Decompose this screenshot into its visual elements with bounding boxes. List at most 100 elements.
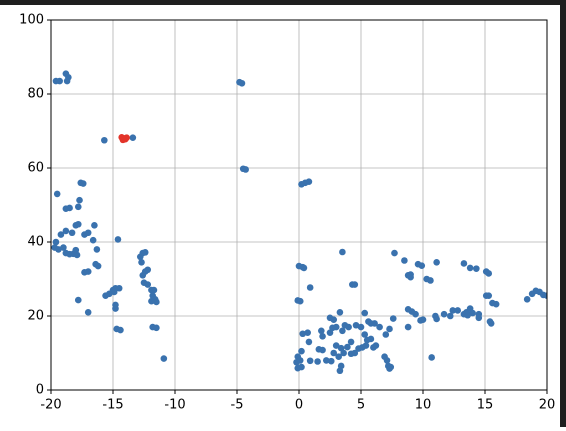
point (523, 296, 531, 303)
point (63, 77, 71, 85)
y-tick-label: 60 (27, 161, 44, 176)
point (296, 297, 304, 305)
point (139, 272, 147, 279)
y-tick-label: 0 (36, 383, 44, 398)
point (492, 300, 500, 308)
point (76, 196, 83, 204)
point (355, 345, 362, 352)
point (427, 277, 434, 284)
point (412, 310, 419, 318)
point (351, 281, 359, 288)
point (84, 309, 92, 316)
point (56, 77, 63, 85)
point (543, 292, 547, 299)
point (60, 244, 67, 251)
point (330, 349, 338, 357)
point (382, 331, 390, 338)
point (361, 309, 369, 317)
y-tick-label: 20 (27, 309, 44, 324)
point (101, 136, 108, 144)
grid (50, 19, 548, 391)
point (57, 231, 65, 238)
x-tick-label: 10 (415, 398, 432, 413)
point (387, 363, 395, 371)
point (407, 273, 414, 281)
point (115, 284, 123, 292)
point (84, 268, 92, 275)
point (485, 292, 493, 299)
point (454, 307, 462, 314)
point (306, 357, 314, 365)
point (150, 286, 158, 294)
point (117, 326, 124, 334)
point (160, 355, 168, 362)
point (144, 281, 152, 288)
point (74, 296, 82, 304)
point (52, 238, 60, 246)
point (93, 246, 101, 253)
point (305, 178, 313, 185)
point (370, 344, 377, 351)
point (326, 329, 334, 336)
x-tick-label: 20 (539, 398, 556, 413)
point (112, 305, 119, 312)
point (361, 331, 369, 338)
point (345, 323, 352, 331)
point (473, 265, 480, 272)
y-tick-label: 80 (27, 87, 44, 102)
point (300, 264, 308, 272)
point (74, 203, 82, 211)
point (319, 346, 326, 354)
window-border (0, 0, 566, 5)
point (336, 309, 344, 316)
point (357, 323, 365, 331)
point (386, 325, 393, 333)
point (391, 249, 398, 257)
point (335, 353, 342, 361)
point (485, 270, 493, 277)
point (299, 330, 307, 338)
marks (51, 70, 547, 375)
x-tick-label: -10 (164, 398, 185, 413)
point (383, 357, 391, 364)
point (440, 310, 448, 318)
y-tick-label: 40 (27, 235, 44, 250)
point (433, 259, 440, 266)
point (319, 333, 326, 340)
point (305, 338, 313, 346)
point (344, 343, 351, 351)
point (242, 166, 249, 173)
point (322, 357, 330, 364)
x-tick-label: -5 (231, 398, 244, 413)
point (298, 347, 305, 355)
point (114, 236, 122, 243)
point (91, 222, 98, 229)
point (418, 262, 426, 269)
x-tick-label: 5 (357, 398, 365, 413)
point (68, 229, 76, 237)
point (487, 320, 495, 327)
point (144, 266, 152, 274)
point (55, 246, 62, 253)
point (419, 316, 427, 324)
point (376, 323, 383, 331)
window-border (560, 0, 566, 427)
point (449, 307, 457, 314)
point (466, 264, 474, 272)
point (446, 312, 454, 320)
point (304, 329, 311, 336)
point (351, 349, 359, 357)
point (371, 320, 378, 327)
x-tick-label: -20 (40, 398, 61, 413)
point (339, 327, 346, 335)
point (153, 324, 160, 332)
point (433, 315, 440, 323)
point (475, 314, 483, 322)
point (428, 354, 435, 361)
point (389, 315, 397, 322)
x-tick-label: 15 (477, 398, 494, 413)
point (469, 309, 476, 317)
point (94, 262, 102, 270)
point (332, 323, 340, 331)
